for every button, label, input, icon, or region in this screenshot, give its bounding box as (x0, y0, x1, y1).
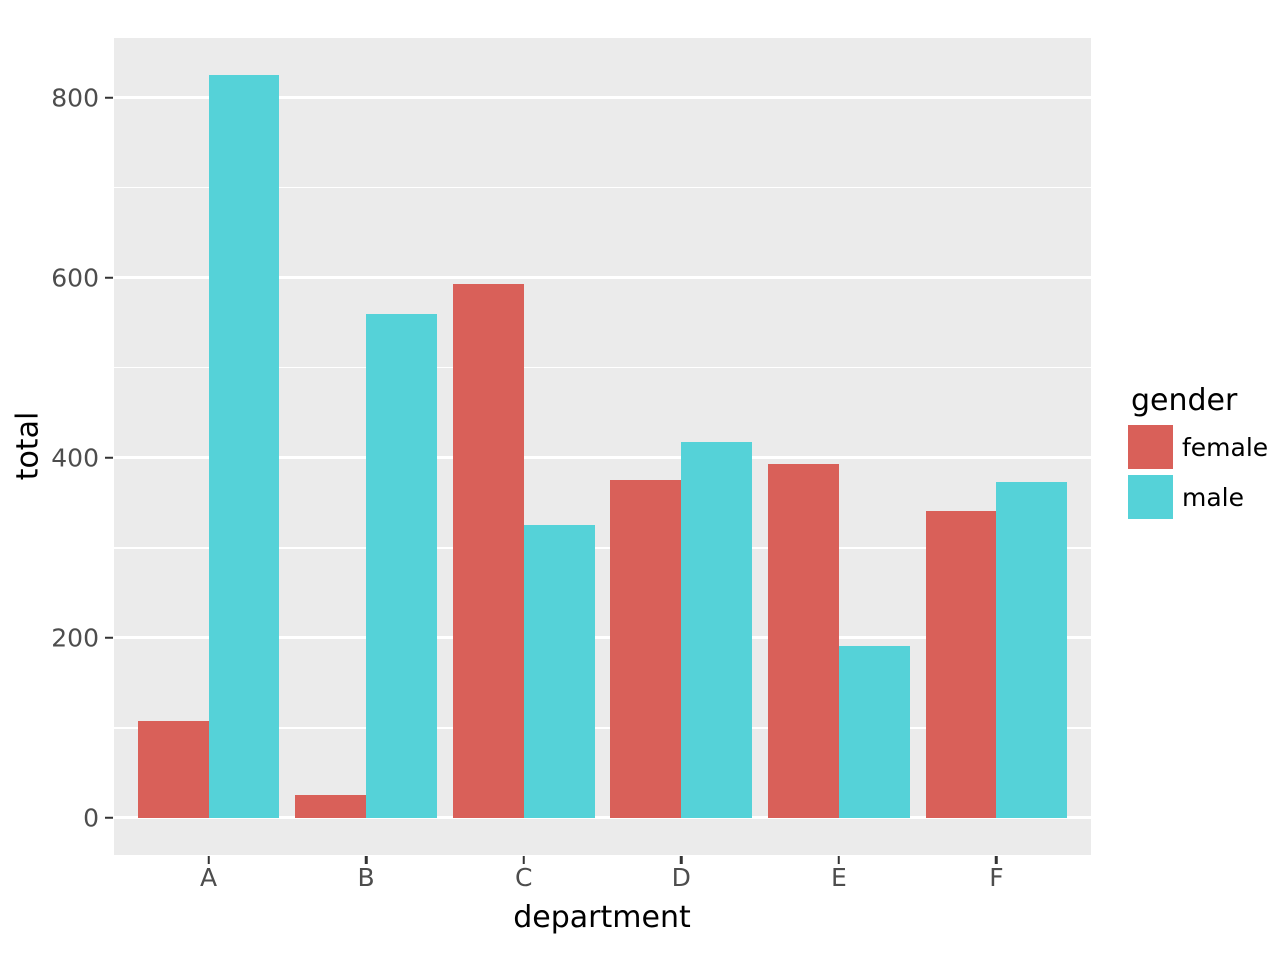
y-tick-label-0: 0 (83, 803, 99, 833)
bar-female-A (137, 720, 209, 818)
gridline-minor-300 (114, 547, 1091, 549)
bar-female-E (767, 464, 839, 818)
legend-label-male: male (1182, 482, 1244, 512)
bar-male-B (366, 313, 438, 818)
x-tick-F (995, 856, 998, 864)
x-tick-C (522, 856, 525, 864)
x-tick-B (364, 856, 368, 864)
y-tick-200 (105, 636, 113, 640)
x-axis-title: department (513, 900, 691, 935)
legend-entry-female: female (1128, 425, 1278, 469)
gridline-major-0 (114, 816, 1091, 820)
gridline-minor-700 (114, 186, 1091, 189)
plot-panel (114, 38, 1091, 855)
y-tick-800 (105, 96, 113, 99)
legend-entry-male: male (1128, 475, 1278, 519)
y-tick-label-200: 200 (51, 623, 99, 653)
y-tick-0 (105, 816, 113, 820)
bar-female-C (452, 284, 524, 818)
x-tick-label-A: A (199, 863, 218, 892)
x-tick-label-F: F (989, 863, 1004, 892)
bar-male-F (996, 482, 1068, 818)
bar-male-C (523, 525, 595, 818)
y-tick-label-400: 400 (51, 443, 99, 472)
y-tick-label-800: 800 (51, 82, 99, 112)
legend: gender female male (1128, 386, 1278, 525)
bar-male-A (208, 75, 280, 818)
y-tick-600 (105, 276, 113, 279)
x-tick-label-E: E (830, 863, 847, 892)
bar-male-D (681, 442, 753, 818)
x-tick-label-B: B (357, 863, 375, 892)
gridline-major-400 (114, 456, 1091, 460)
x-tick-D (680, 856, 683, 864)
bar-female-D (610, 480, 682, 818)
x-tick-A (207, 856, 210, 864)
legend-title: gender (1131, 383, 1238, 418)
x-tick-label-D: D (671, 863, 691, 892)
bar-female-B (295, 795, 367, 818)
y-tick-label-600: 600 (51, 262, 99, 292)
gridline-major-800 (114, 96, 1091, 100)
legend-swatch-female (1128, 425, 1173, 469)
x-tick-label-C: C (514, 863, 533, 892)
x-tick-E (837, 856, 841, 864)
bar-female-F (925, 510, 997, 818)
gridline-minor-500 (114, 366, 1091, 369)
legend-swatch-male (1128, 475, 1173, 519)
y-axis-title: total (10, 411, 46, 481)
legend-label-female: female (1182, 432, 1269, 462)
gridline-minor-100 (114, 727, 1091, 729)
bar-male-E (838, 645, 910, 818)
y-tick-400 (105, 456, 113, 459)
gridline-major-200 (114, 636, 1091, 640)
gridline-major-600 (114, 276, 1091, 280)
